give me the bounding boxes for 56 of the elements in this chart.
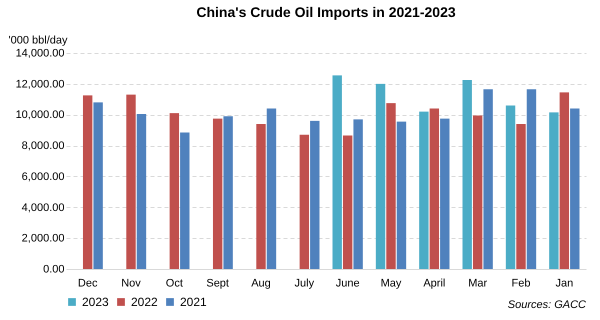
bar [353, 119, 363, 269]
bar [419, 112, 429, 269]
y-tick-label: 12,000.00 [16, 78, 64, 90]
legend-label: 2021 [180, 295, 208, 309]
x-tick-label: Sept [206, 278, 229, 290]
x-tick-label: Mar [468, 278, 488, 290]
bar [526, 89, 536, 269]
bar [256, 124, 266, 269]
y-tick-label: 0.00 [43, 264, 64, 276]
bar [93, 102, 103, 269]
x-tick-label: Feb [512, 278, 530, 290]
legend-label: 2022 [131, 295, 158, 309]
y-tick-label: 4,000.00 [22, 202, 64, 214]
y-tick-label: 6,000.00 [22, 170, 64, 183]
bar [212, 118, 222, 269]
bar [570, 108, 580, 269]
bar [440, 118, 450, 269]
y-tick-label: 10,000.00 [16, 109, 64, 122]
source-note: Sources: GACC [508, 299, 586, 311]
x-tick-label: April [423, 278, 446, 290]
x-tick-label: Jan [555, 278, 574, 290]
chart-title: China's Crude Oil Imports in 2021-2023 [196, 4, 456, 20]
bar [266, 108, 276, 269]
bar [386, 103, 396, 269]
y-tick-label: 14,000.00 [16, 48, 64, 60]
bar [342, 136, 352, 269]
bar [170, 113, 180, 269]
bar [136, 114, 146, 269]
x-tick-label: Dec [78, 278, 98, 290]
bar [376, 84, 386, 269]
x-tick-label: Nov [121, 278, 142, 290]
bar [223, 116, 233, 269]
x-tick-label: June [336, 278, 360, 290]
bar [430, 108, 440, 269]
bar [516, 124, 526, 269]
bar [560, 92, 570, 269]
bar [396, 122, 406, 269]
bar [332, 75, 342, 269]
bar [549, 112, 559, 269]
bar [506, 105, 516, 269]
bar [483, 89, 493, 269]
bar [300, 134, 310, 269]
bar [180, 132, 190, 269]
legend-label: 2023 [82, 295, 110, 309]
bar [472, 115, 482, 269]
x-tick-label: July [294, 278, 315, 290]
bar [462, 80, 472, 269]
x-tick-label: Aug [251, 278, 271, 290]
x-tick-label: May [380, 278, 402, 290]
bar [82, 95, 92, 269]
bar [310, 120, 320, 269]
y-axis-title: '000 bbl/day [8, 34, 68, 46]
y-tick-label: 2,000.00 [22, 232, 64, 245]
y-tick-label: 8,000.00 [22, 140, 64, 152]
bar [126, 94, 136, 269]
x-tick-label: Oct [166, 278, 183, 290]
